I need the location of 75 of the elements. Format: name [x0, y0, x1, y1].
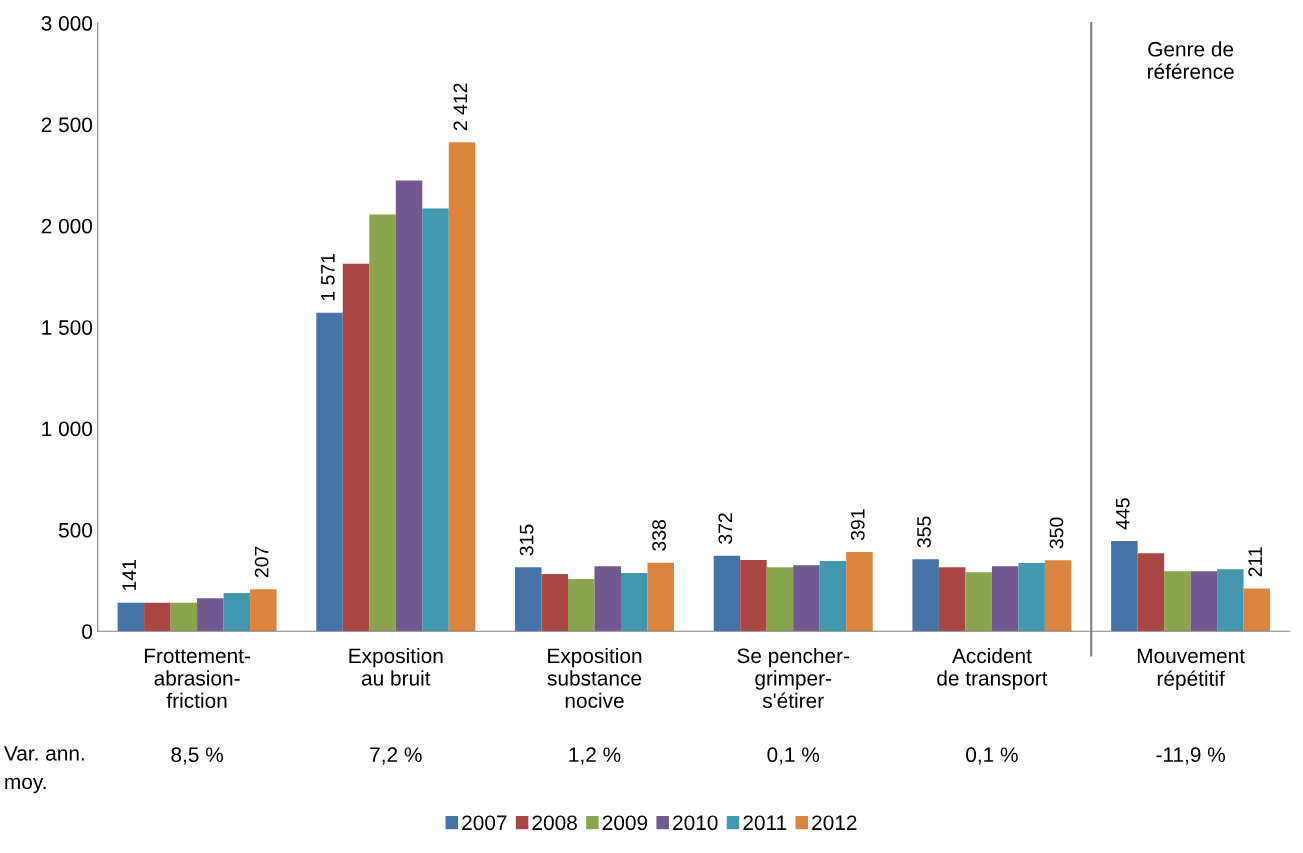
bar — [594, 566, 621, 632]
bar — [1018, 563, 1045, 632]
text: 7,2 % — [370, 747, 422, 765]
text: 8,5 % — [171, 747, 223, 765]
text: Var. ann. moy. — [4, 746, 84, 794]
bar — [316, 312, 343, 632]
bar — [250, 589, 277, 632]
bar — [647, 562, 674, 632]
bar — [568, 579, 595, 632]
text: 0,1 % — [767, 747, 820, 765]
bar — [197, 598, 224, 632]
annotation: Genre de référence — [1148, 41, 1234, 80]
bar — [713, 555, 741, 632]
x-tick-label: Frottement- abrasion- friction — [144, 648, 250, 709]
text: 1,2 % — [569, 747, 621, 765]
bar — [448, 142, 476, 632]
data-label: 445 — [1116, 498, 1130, 530]
y-tick-label: 500 — [58, 522, 93, 538]
legend-label: 2011 — [743, 815, 787, 831]
data-label: 338 — [652, 519, 666, 551]
legend-label: 2008 — [532, 815, 577, 831]
bar — [620, 573, 648, 632]
data-label: 207 — [254, 546, 269, 578]
x-tick-label: Se pencher- grimper- s'étirer — [737, 647, 850, 709]
bar — [541, 574, 568, 632]
bar — [117, 602, 145, 632]
data-label: 355 — [917, 516, 931, 548]
legend-label: 2007 — [462, 815, 507, 831]
y-tick-label: 1 500 — [42, 320, 93, 335]
bar — [369, 214, 396, 632]
bar — [1137, 553, 1165, 632]
bar — [819, 561, 847, 632]
legend-label: 2012 — [812, 815, 857, 831]
data-label: 1 571 — [321, 253, 335, 301]
data-label: 315 — [519, 524, 534, 556]
bar — [846, 551, 873, 632]
x-tick-label: Exposition substance nocive — [547, 647, 642, 709]
bar — [170, 602, 198, 632]
y-tick-label: 1 000 — [42, 421, 93, 437]
x-tick-label: Exposition au bruit — [349, 647, 443, 686]
data-label: 350 — [1049, 517, 1064, 549]
bar — [740, 560, 767, 632]
bar — [223, 593, 251, 632]
bar — [965, 572, 992, 632]
bar — [766, 567, 794, 632]
bar — [342, 263, 370, 632]
x-tick-label: Mouvement répétitif — [1137, 648, 1245, 691]
data-label: 2 412 — [453, 83, 468, 131]
bar — [1217, 569, 1244, 632]
x-tick-label: Accident de transport — [937, 647, 1048, 690]
y-tick-label: 2 000 — [41, 218, 93, 234]
bar — [1044, 560, 1072, 632]
bar — [515, 567, 542, 632]
legend-label: 2009 — [602, 815, 648, 831]
bar — [912, 559, 939, 632]
y-tick-label: 2 500 — [41, 117, 93, 133]
data-label: 141 — [122, 560, 136, 591]
data-label: 391 — [850, 509, 865, 541]
bar — [1164, 571, 1191, 632]
bar — [938, 567, 966, 632]
y-tick-label: 0 — [82, 624, 93, 639]
data-label: 372 — [718, 513, 733, 544]
bar — [1243, 588, 1271, 632]
legend-label: 2010 — [673, 815, 718, 831]
y-tick-label: 3 000 — [41, 16, 93, 31]
bar — [991, 566, 1019, 632]
bar — [1111, 541, 1138, 632]
text: 0,1 % — [966, 747, 1018, 765]
bar — [793, 565, 820, 632]
data-label: 211 — [1248, 547, 1262, 577]
bar — [144, 602, 171, 632]
bar — [1190, 571, 1218, 632]
bar — [395, 180, 423, 632]
bar — [422, 208, 449, 632]
text: -11,9 % — [1156, 747, 1226, 765]
